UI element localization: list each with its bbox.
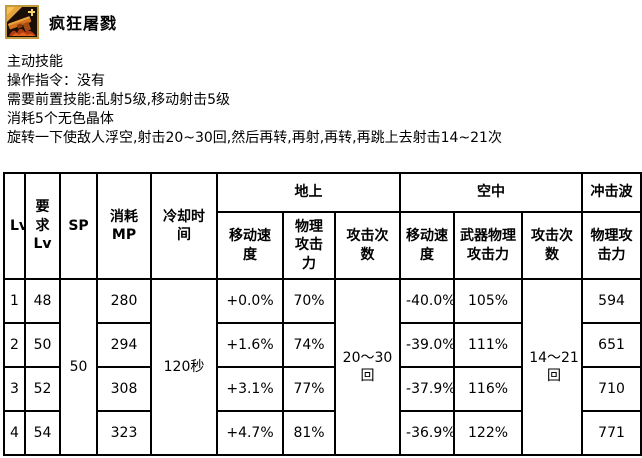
header-lv: Lv <box>3 172 26 280</box>
header-sp: SP <box>59 172 98 280</box>
skill-info: 主动技能 操作指令：没有 需要前置技能:乱射5级,移动射击5级 消耗5个无色晶体… <box>7 53 502 148</box>
cell-air-atk: 116% <box>453 366 524 412</box>
table-header-sub-row: 移动速度 物理攻击力 攻击次数 移动速度 武器物理攻击力 攻击次数 物理攻击力 <box>4 211 642 280</box>
info-description-line: 旋转一下使敌人浮空,射击20~30回,然后再转,再射,再转,再跳上去射击14~2… <box>7 130 502 146</box>
skill-header: 疯狂屠戮 <box>5 5 117 39</box>
skill-title: 疯狂屠戮 <box>49 14 118 33</box>
cell-mp: 280 <box>96 278 152 324</box>
cell-ground-atk: 70% <box>282 278 336 324</box>
cell-mp: 294 <box>96 322 152 368</box>
crazy-slaughter-skill-icon <box>5 5 39 39</box>
cell-lv: 1 <box>3 278 26 324</box>
cell-req-lv: 54 <box>24 410 61 456</box>
cell-ground-speed: +0.0% <box>216 278 284 324</box>
cell-air-hits: 14～21回 <box>521 278 584 456</box>
table-row: 1 48 50 280 120秒 +0.0% 70% 20～30回 -40.0%… <box>3 278 642 456</box>
cell-air-atk: 105% <box>453 278 524 324</box>
cell-ground-atk: 81% <box>282 410 336 456</box>
cell-air-speed: -36.9% <box>399 410 456 456</box>
cell-ground-atk: 77% <box>282 366 336 412</box>
info-type-line: 主动技能 <box>7 54 63 70</box>
cell-ground-speed: +1.6% <box>216 322 284 368</box>
cell-lv: 4 <box>3 410 26 456</box>
header-air-group: 空中 <box>399 172 584 213</box>
header-shock-phys-atk: 物理攻击力 <box>581 211 642 280</box>
header-ground-move-speed: 移动速度 <box>216 211 284 280</box>
cell-ground-atk: 74% <box>282 322 336 368</box>
header-cooldown: 冷却时间 <box>150 172 218 280</box>
table-header-group-row: Lv 要求Lv SP 消耗MP 冷却时间 地上 空中 冲击波 <box>3 172 642 280</box>
header-mp: 消耗MP <box>96 172 152 280</box>
header-shockwave-group: 冲击波 <box>581 172 642 213</box>
cell-air-atk: 122% <box>453 410 524 456</box>
cell-ground-speed: +4.7% <box>216 410 284 456</box>
header-req-lv: 要求Lv <box>24 172 61 280</box>
table-row: 2 50 294 +1.6% 74% -39.0% 111% 651 <box>3 322 642 368</box>
skill-table: Lv 要求Lv SP 消耗MP 冷却时间 地上 空中 冲击波 移动速度 物理攻击… <box>3 172 642 456</box>
cell-cooldown: 120秒 <box>150 278 218 456</box>
cell-sp: 50 <box>59 278 98 456</box>
cell-air-speed: -40.0% <box>399 278 456 324</box>
info-prereq-line: 需要前置技能:乱射5级,移动射击5级 <box>7 92 230 108</box>
cell-req-lv: 50 <box>24 322 61 368</box>
cell-mp: 308 <box>96 366 152 412</box>
cell-shock-atk: 651 <box>581 322 642 368</box>
cell-lv: 3 <box>3 366 26 412</box>
skill-table-container: Lv 要求Lv SP 消耗MP 冷却时间 地上 空中 冲击波 移动速度 物理攻击… <box>3 172 642 456</box>
header-weapon-phys-atk: 武器物理攻击力 <box>453 211 524 280</box>
cell-air-atk: 111% <box>453 322 524 368</box>
header-air-atk-count: 攻击次数 <box>521 211 584 280</box>
table-row: 4 54 323 +4.7% 81% -36.9% 122% 771 <box>3 410 642 456</box>
header-ground-atk-count: 攻击次数 <box>333 211 402 280</box>
cell-mp: 323 <box>96 410 152 456</box>
info-cost-line: 消耗5个无色晶体 <box>7 111 114 127</box>
cell-req-lv: 48 <box>24 278 61 324</box>
header-ground-group: 地上 <box>215 172 402 213</box>
cell-ground-hits: 20～30回 <box>333 278 402 456</box>
cell-lv: 2 <box>3 322 26 368</box>
cell-shock-atk: 594 <box>581 278 642 324</box>
cell-ground-speed: +3.1% <box>216 366 284 412</box>
cell-air-speed: -37.9% <box>399 366 456 412</box>
header-air-move-speed: 移动速度 <box>399 211 456 280</box>
table-row: 3 52 308 +3.1% 77% -37.9% 116% 710 <box>3 366 642 412</box>
header-ground-phys-atk: 物理攻击力 <box>282 211 336 280</box>
cell-shock-atk: 710 <box>581 366 642 412</box>
cell-air-speed: -39.0% <box>399 322 456 368</box>
info-command-line: 操作指令：没有 <box>7 73 105 89</box>
cell-shock-atk: 771 <box>581 410 642 456</box>
cell-req-lv: 52 <box>24 366 61 412</box>
